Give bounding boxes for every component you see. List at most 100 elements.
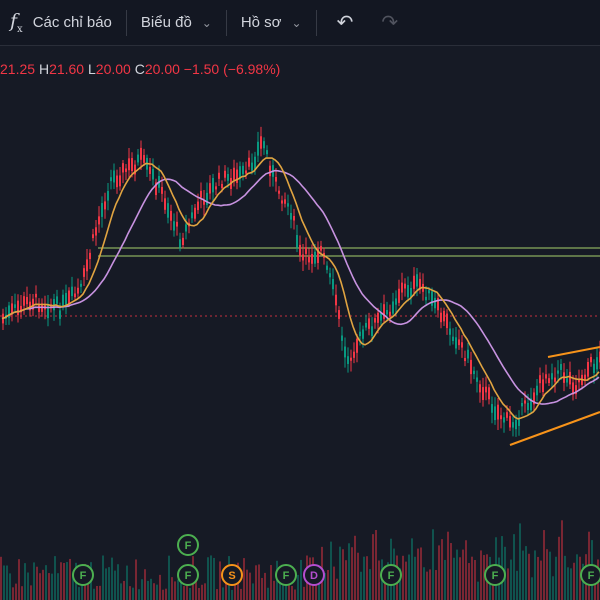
candle-body	[155, 182, 157, 196]
candle-body	[332, 278, 334, 290]
candle-body	[176, 221, 178, 227]
volume-bar	[564, 555, 566, 600]
chart-type-label: Biểu đồ	[140, 14, 192, 31]
volume-bar	[468, 563, 470, 600]
candle-body	[107, 191, 109, 201]
candle-body	[437, 298, 439, 311]
candle-body	[593, 363, 595, 374]
candle-body	[14, 304, 16, 308]
candle-body	[122, 163, 124, 173]
volume-bar	[558, 536, 560, 600]
candle-body	[470, 359, 472, 375]
indicators-button[interactable]: fx Các chỉ báo	[0, 0, 122, 46]
candle-body	[383, 304, 385, 319]
redo-button[interactable]: ↷	[369, 0, 410, 46]
volume-bar	[384, 570, 386, 600]
candle-body	[215, 186, 217, 190]
candle-body	[86, 259, 88, 272]
candle-body	[359, 331, 361, 337]
candle-body	[296, 235, 298, 248]
chevron-down-icon: ⌄	[291, 15, 302, 30]
candle-body	[542, 379, 544, 392]
candle-body	[533, 392, 535, 405]
candle-body	[419, 278, 421, 290]
volume-bar	[240, 588, 242, 600]
volume-bar	[510, 559, 512, 600]
candle-body	[578, 379, 580, 383]
volume-bar	[231, 589, 233, 600]
candle-body	[98, 216, 100, 225]
candle-body	[365, 322, 367, 328]
price-chart[interactable]: F F F S F D F F F	[0, 46, 600, 600]
candle-body	[260, 136, 262, 149]
candle-body	[386, 310, 388, 315]
candle-body	[134, 164, 136, 175]
candle-body	[572, 382, 574, 395]
candle-body	[425, 296, 427, 301]
volume-bar	[369, 569, 371, 600]
candle-body	[221, 183, 223, 189]
undo-button[interactable]: ↶	[321, 0, 370, 46]
candle-body	[263, 141, 265, 149]
volume-bar	[372, 534, 374, 600]
event-marker-badge	[221, 564, 243, 586]
volume-bar	[117, 564, 119, 600]
volume-bar	[204, 583, 206, 600]
candle-body	[227, 174, 229, 181]
volume-bar	[180, 568, 182, 600]
candle-body	[314, 251, 316, 264]
volume-bar	[531, 577, 533, 600]
volume-bar	[222, 587, 224, 600]
volume-bar	[285, 576, 287, 600]
candle-body	[446, 313, 448, 329]
candle-body	[371, 326, 373, 336]
candle-body	[362, 329, 364, 339]
chart-type-dropdown[interactable]: Biểu đồ ⌄	[131, 0, 222, 46]
volume-bar	[363, 556, 365, 600]
volume-bar	[423, 567, 425, 600]
volume-bar	[60, 562, 62, 600]
candle-body	[89, 252, 91, 260]
profile-dropdown[interactable]: Hồ sơ ⌄	[231, 0, 312, 46]
volume-bar	[528, 553, 530, 600]
volume-bar	[132, 587, 134, 600]
volume-bar	[525, 546, 527, 600]
volume-bar	[27, 572, 29, 600]
volume-bar	[198, 587, 200, 600]
event-marker: F	[72, 564, 94, 586]
candle-body	[284, 199, 286, 204]
event-marker-badge	[580, 564, 600, 586]
candle-body	[236, 169, 238, 183]
event-marker-badge	[177, 564, 199, 586]
candle-body	[527, 402, 529, 411]
volume-bar	[147, 580, 149, 600]
candle-body	[434, 297, 436, 309]
candle-body	[125, 168, 127, 172]
candle-body	[191, 212, 193, 219]
candle-body	[290, 212, 292, 220]
volume-bar	[24, 563, 26, 600]
event-marker: F	[177, 564, 199, 586]
candle-body	[68, 290, 70, 304]
candle-body	[566, 378, 568, 383]
event-marker: F	[484, 564, 506, 586]
candle-body	[209, 183, 211, 194]
price-levels	[0, 247, 600, 317]
volume-bar	[537, 556, 539, 600]
volume-bar	[183, 586, 185, 600]
candle-body	[194, 207, 196, 219]
high-value: 21.60	[49, 61, 85, 77]
candle-body	[77, 287, 79, 294]
volume-bar	[138, 589, 140, 600]
volume-bar	[453, 557, 455, 600]
moving-average-fast	[1, 157, 600, 420]
volume-bar	[354, 535, 356, 600]
volume-bar	[540, 560, 542, 600]
volume-bar	[120, 583, 122, 600]
volume-bar	[360, 571, 362, 600]
trendlines[interactable]	[509, 346, 600, 446]
volume-bar	[408, 554, 410, 600]
volume-bar	[177, 579, 179, 600]
candle-body	[35, 293, 37, 298]
volume-bar	[555, 556, 557, 600]
